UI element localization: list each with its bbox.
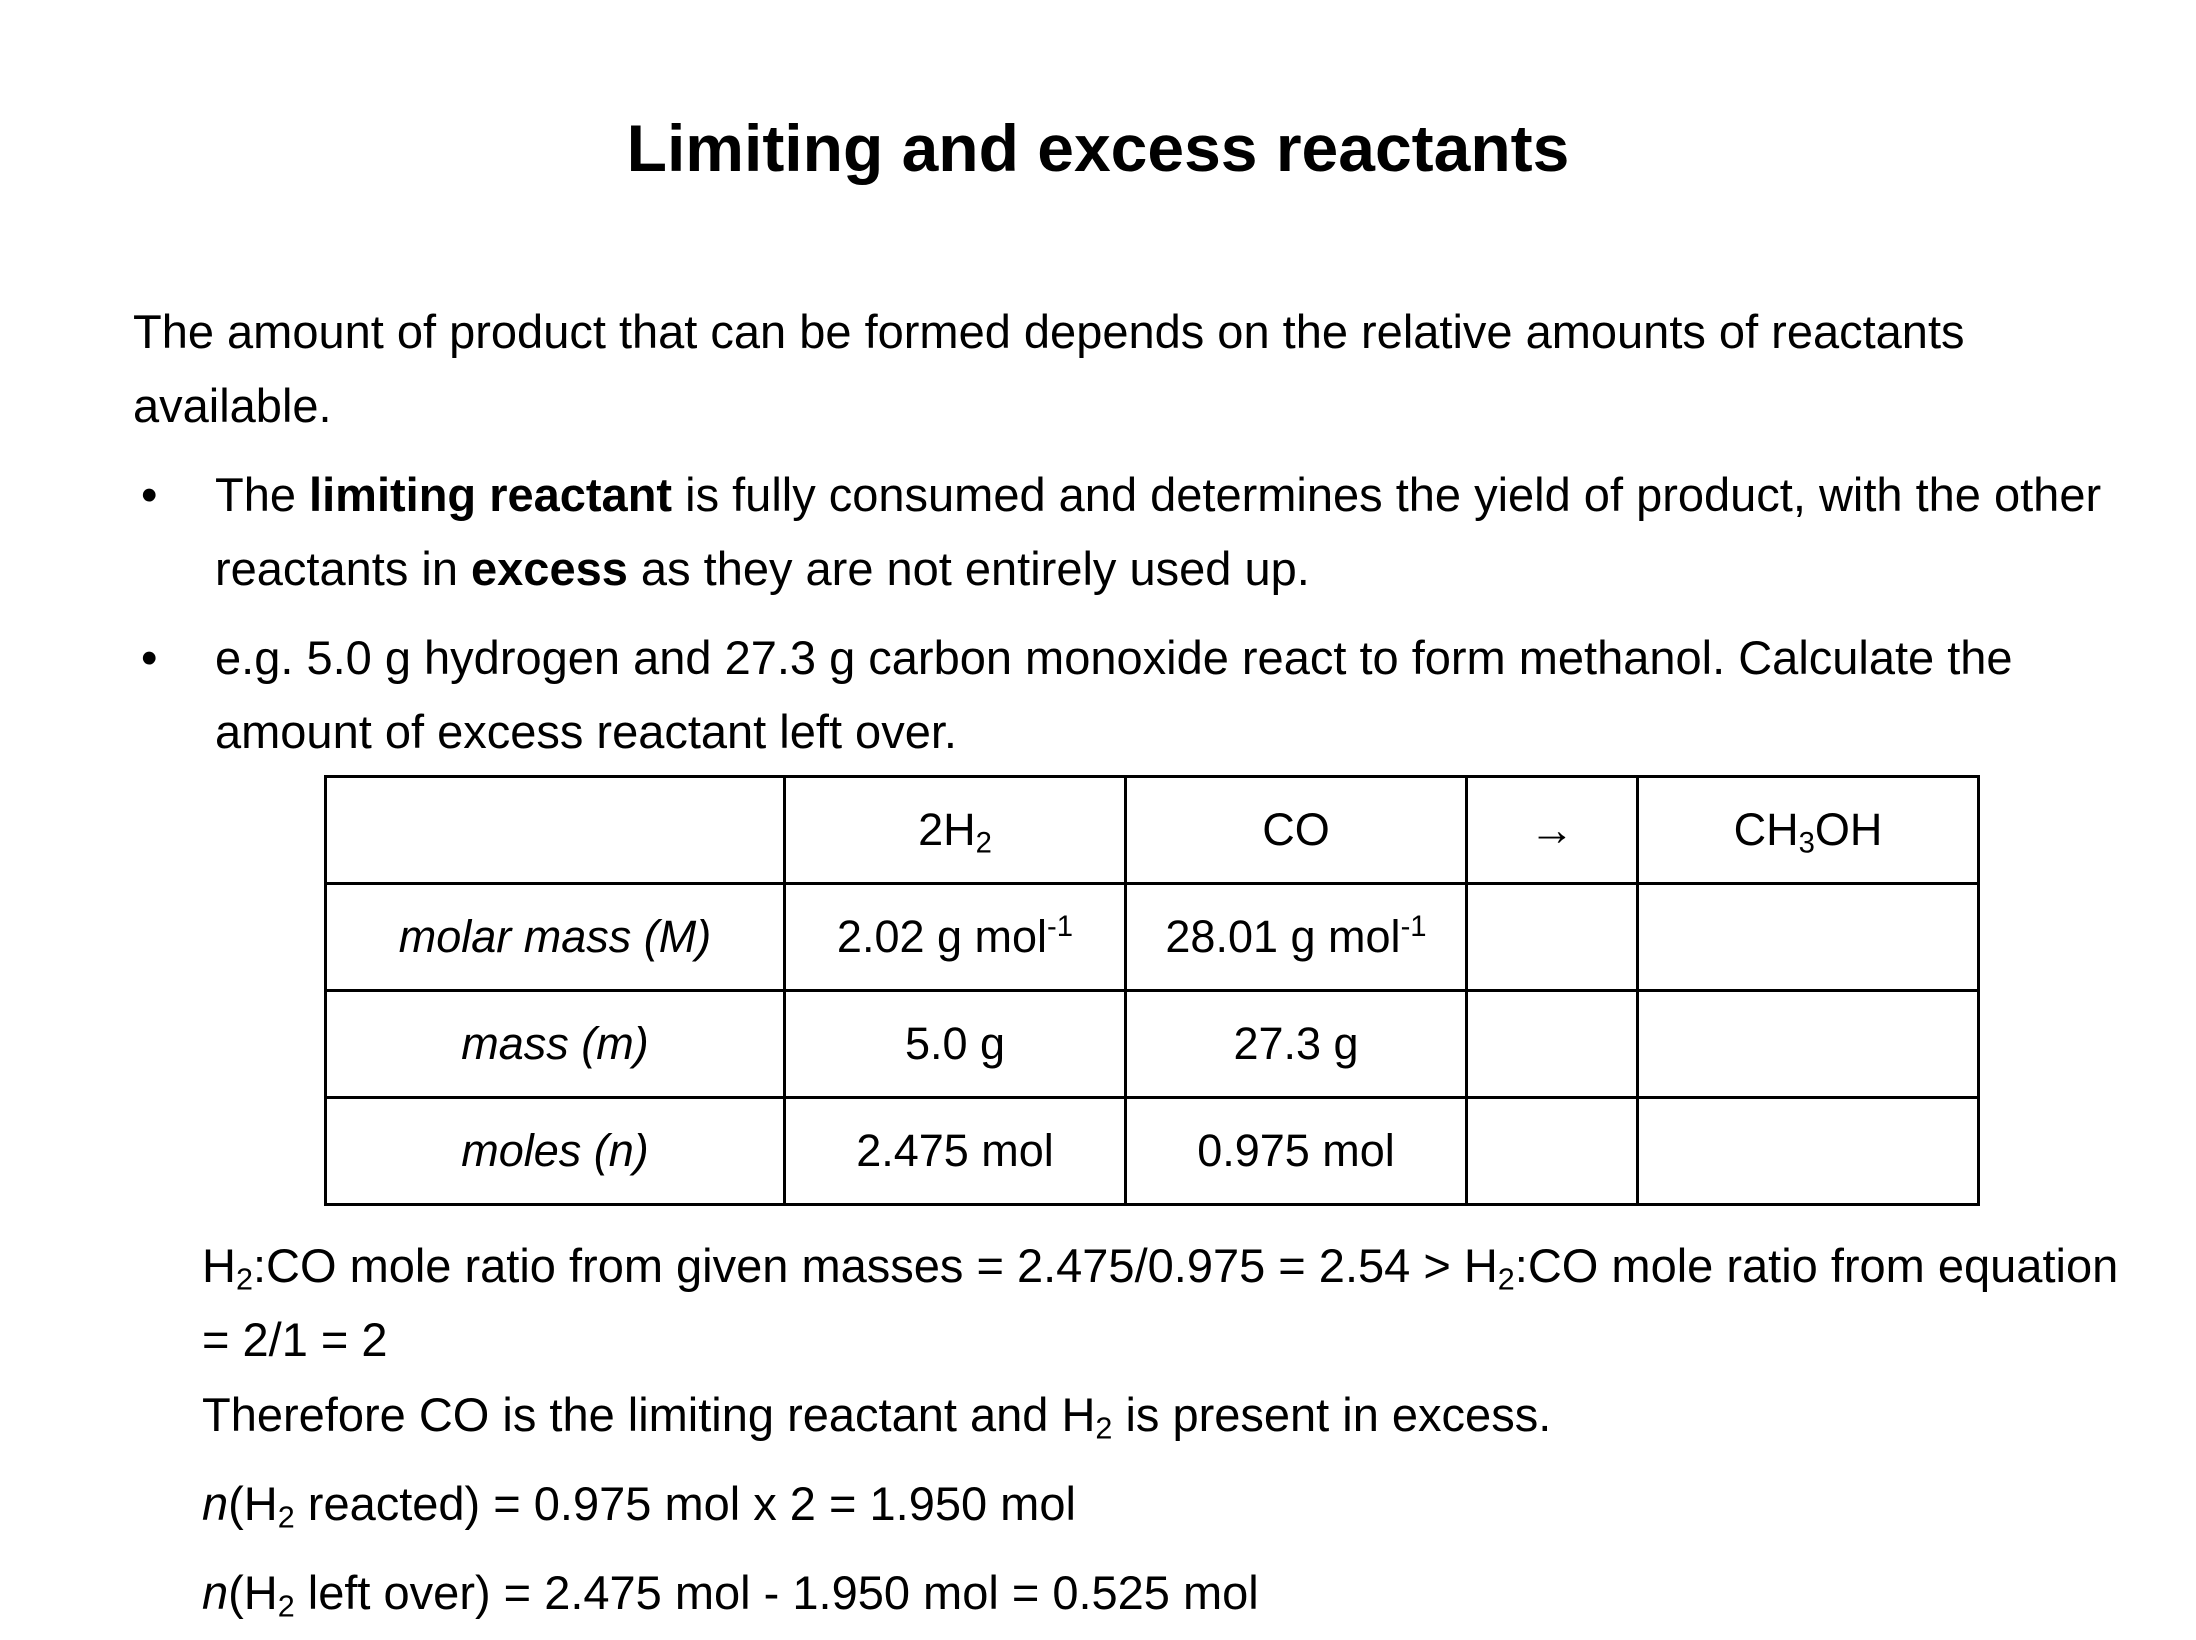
text-span: excess [471,542,628,595]
text-span: (H [228,1566,278,1619]
table-cell: 5.0 g [783,989,1127,1099]
superscript: -1 [1047,910,1074,943]
table-cell: 27.3 g [1124,989,1468,1099]
text-span: as they are not entirely used up. [627,542,1310,595]
table-cell: molar mass (M) [324,882,786,992]
text-span: → [1529,804,1575,855]
text-span: Therefore CO is the limiting reactant an… [202,1388,1096,1441]
table-cell: CO [1124,775,1468,885]
table-cell [1636,1096,1980,1206]
table-cell: moles (n) [324,1096,786,1206]
table-row: moles (n) 2.475 mol 0.975 mol [324,1096,1980,1206]
text-span: 2H2 CO → CH3OH molar mass (M) 2.02 g mol… [324,775,1980,1206]
subscript: 2 [277,1589,295,1624]
subscript: 2 [235,1262,253,1297]
subscript: 2 [975,827,992,860]
table-cell [1636,989,1980,1099]
text-span: 2.02 g mol [836,911,1048,962]
table-cell: 2H2 [783,775,1127,885]
bullet-marker: • [141,468,158,521]
bullet-text: e.g. 5.0 g hydrogen and 27.3 g carbon mo… [215,631,2013,758]
calc-line: n(H2 reacted) = 0.975 mol x 2 = 1.950 mo… [202,1467,2132,1541]
table-cell: mass (m) [324,989,786,1099]
text-span: CO [1262,804,1330,855]
table-row: 2H2 CO → CH3OH [324,775,1980,885]
text-span: 2H [918,804,976,855]
subscript: 3 [1798,827,1815,860]
table-cell: 2.02 g mol-1 [783,882,1127,992]
text-span: n [202,1566,229,1619]
subscript: 2 [1497,1262,1515,1297]
text-span: is fully consumed and determines the yie… [215,468,2102,595]
text-span: 28.01 g mol [1165,911,1401,962]
superscript: -1 [1400,910,1427,943]
table-cell [1465,989,1639,1099]
table-cell: 28.01 g mol-1 [1124,882,1468,992]
bullet: • The limiting reactant is fully consume… [141,458,2121,606]
bullet-text: The limiting reactant is fully consumed … [215,458,2121,606]
bullet: • e.g. 5.0 g hydrogen and 27.3 g carbon … [141,621,2121,769]
text-span: reacted) = 0.975 mol x 2 = 1.950 mol [294,1477,1076,1530]
reaction-table: 2H2 CO → CH3OH molar mass (M) 2.02 g mol… [324,775,1980,1206]
table-row: mass (m) 5.0 g 27.3 g [324,989,1980,1099]
table-cell: 2.475 mol [783,1096,1127,1206]
calc-line: H2:CO mole ratio from given masses = 2.4… [202,1229,2132,1377]
table-cell [1465,882,1639,992]
text-span: H [202,1239,236,1292]
table-cell [324,775,786,885]
table-cell [1636,882,1980,992]
text-span: limiting reactant [309,468,673,521]
table-cell: CH3OH [1636,775,1980,885]
text-span: n [202,1477,229,1530]
table-row: molar mass (M) 2.02 g mol-1 28.01 g mol-… [324,882,1980,992]
text-span: The [215,468,310,521]
calc-line: n(H2 left over) = 2.475 mol - 1.950 mol … [202,1556,2132,1630]
table-cell [1465,1096,1639,1206]
calc-line: Therefore CO is the limiting reactant an… [202,1378,2132,1452]
text-span: is present in excess. [1112,1388,1552,1441]
text-span: left over) = 2.475 mol - 1.950 mol = 0.5… [294,1566,1259,1619]
table-cell: 0.975 mol [1124,1096,1468,1206]
text-span: :CO mole ratio from given masses = 2.475… [252,1239,1498,1292]
text-span: OH [1814,804,1883,855]
text-span: :CO mole ratio from equation = 2/1 = 2 [202,1239,2119,1366]
table-cell: → [1465,775,1639,885]
subscript: 2 [277,1500,295,1535]
title: Limiting and excess reactants [626,111,1570,185]
intro: The amount of product that can be formed… [133,305,1965,432]
bullet-marker: • [141,631,158,684]
text-span: (H [228,1477,278,1530]
text-span: CH [1733,804,1799,855]
subscript: 2 [1095,1411,1113,1446]
